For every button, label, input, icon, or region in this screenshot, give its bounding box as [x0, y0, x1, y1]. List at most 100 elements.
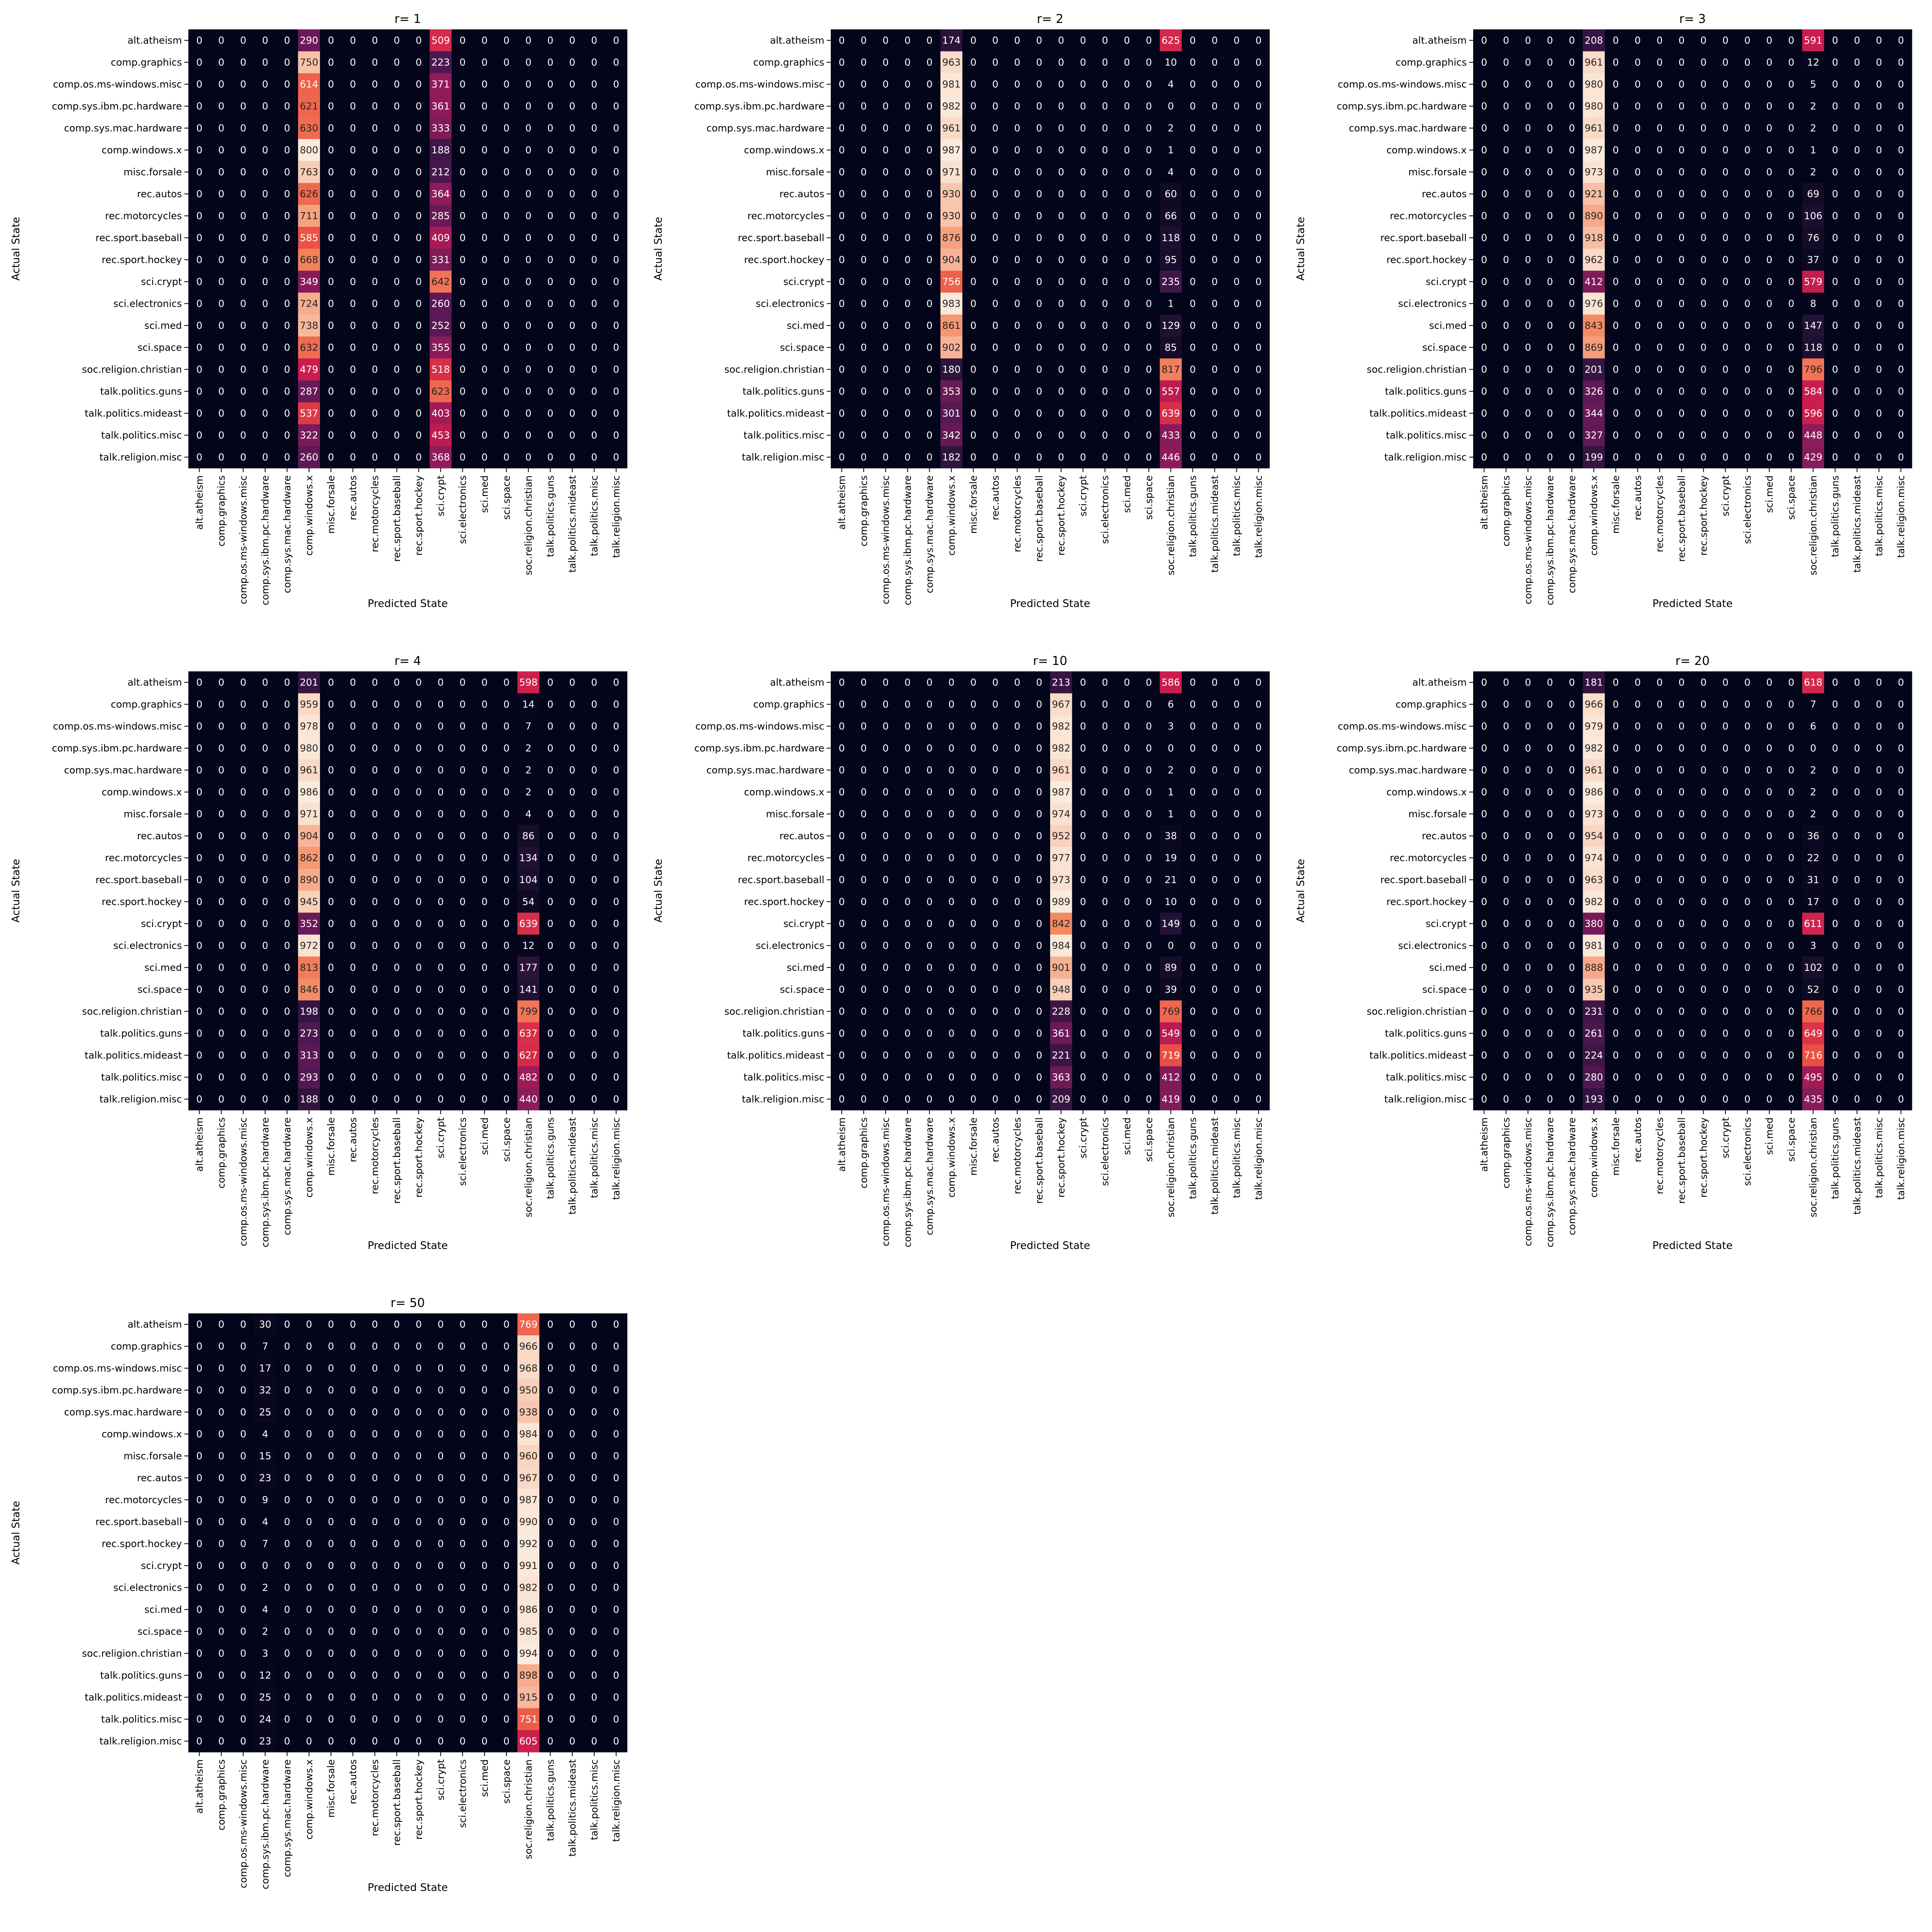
cell-label: 982 [1585, 896, 1603, 907]
y-tick-label: rec.sport.baseball [738, 874, 824, 886]
cell-label: 0 [416, 1094, 422, 1105]
heatmap-cell [583, 95, 606, 118]
cell-label: 0 [1635, 940, 1641, 951]
x-tick-label: comp.sys.ibm.pc.hardware [1544, 475, 1556, 605]
cell-label: 0 [1255, 1050, 1261, 1061]
cell-label: 0 [992, 699, 998, 710]
cell-label: 0 [970, 276, 976, 287]
cell-label: 0 [504, 210, 510, 221]
heatmap-cell [561, 139, 584, 161]
cell-label: 0 [1635, 830, 1641, 842]
cell-label: 0 [861, 699, 867, 710]
cell-label: 2 [1168, 764, 1174, 776]
cell-label: 0 [1744, 699, 1750, 710]
cell-label: 0 [1234, 254, 1240, 265]
cell-label: 0 [350, 166, 356, 178]
cell-label: 0 [416, 830, 422, 842]
y-tick-label: sci.crypt [783, 918, 824, 929]
cell-label: 0 [1080, 232, 1086, 244]
cell-label: 756 [942, 276, 961, 287]
cell-label: 0 [1876, 808, 1882, 819]
x-tick-label: rec.sport.baseball [1676, 475, 1687, 562]
cell-label: 973 [1052, 874, 1070, 886]
cell-label: 0 [416, 166, 422, 178]
cell-label: 0 [1898, 786, 1904, 798]
cell-label: 0 [284, 429, 290, 441]
cell-label: 0 [1124, 743, 1130, 754]
cell-label: 0 [218, 188, 224, 200]
cell-label: 0 [591, 786, 597, 798]
cell-label: 0 [1613, 210, 1619, 221]
cell-label: 0 [839, 386, 845, 397]
cell-label: 0 [1657, 918, 1663, 929]
cell-label: 0 [1255, 166, 1261, 178]
cell-label: 0 [1234, 918, 1240, 929]
cell-label: 1 [1168, 808, 1174, 819]
heatmap-cell [561, 227, 584, 249]
cell-label: 0 [1722, 896, 1728, 907]
cell-label: 0 [460, 408, 466, 419]
cell-label: 0 [591, 743, 597, 754]
cell-label: 0 [1102, 210, 1108, 221]
cell-label: 0 [525, 452, 531, 463]
cell-label: 0 [1635, 122, 1641, 134]
cell-label: 0 [569, 452, 575, 463]
cell-label: 0 [1481, 232, 1487, 244]
cell-label: 0 [1255, 699, 1261, 710]
cell-label: 0 [1080, 874, 1086, 886]
cell-label: 0 [927, 962, 933, 973]
cell-label: 980 [1585, 101, 1603, 112]
cell-label: 0 [1146, 166, 1152, 178]
cell-label: 0 [613, 101, 619, 112]
cell-label: 0 [394, 962, 400, 973]
cell-label: 0 [839, 320, 845, 331]
x-tick-label: comp.sys.ibm.pc.hardware [902, 475, 913, 605]
cell-label: 0 [1635, 232, 1641, 244]
cell-label: 0 [839, 940, 845, 951]
cell-label: 0 [218, 122, 224, 134]
cell-label: 0 [1503, 364, 1509, 375]
cell-label: 4 [1168, 166, 1174, 178]
cell-label: 0 [1678, 188, 1684, 200]
cell-label: 890 [1585, 210, 1603, 221]
cell-label: 0 [1525, 743, 1531, 754]
cell-label: 0 [1058, 452, 1064, 463]
cell-label: 0 [1657, 386, 1663, 397]
cell-label: 959 [300, 699, 318, 710]
cell-label: 0 [547, 764, 553, 776]
x-tick-label: comp.sys.ibm.pc.hardware [902, 1117, 913, 1247]
cell-label: 0 [883, 743, 889, 754]
cell-label: 0 [218, 1050, 224, 1061]
cell-label: 0 [481, 342, 487, 353]
cell-label: 0 [481, 743, 487, 754]
cell-label: 0 [613, 874, 619, 886]
cell-label: 0 [547, 232, 553, 244]
heatmap-cell [605, 95, 627, 118]
cell-label: 0 [1036, 276, 1042, 287]
cell-label: 0 [1525, 342, 1531, 353]
cell-label: 0 [970, 320, 976, 331]
cell-label: 0 [394, 78, 400, 90]
cell-label: 0 [927, 699, 933, 710]
cell-label: 0 [1876, 918, 1882, 929]
cell-label: 0 [1876, 896, 1882, 907]
cell-label: 0 [481, 677, 487, 688]
cell-label: 0 [591, 429, 597, 441]
heatmap-cell [188, 227, 211, 249]
heatmap-cell [276, 73, 299, 96]
x-tick-label: comp.sys.ibm.pc.hardware [260, 1117, 271, 1247]
cell-label: 0 [613, 429, 619, 441]
cell-label: 0 [1102, 320, 1108, 331]
cell-label: 0 [1569, 364, 1575, 375]
cell-label: 0 [262, 786, 268, 798]
cell-label: 0 [372, 720, 378, 732]
cell-label: 0 [350, 1071, 356, 1083]
cell-label: 102 [1804, 962, 1823, 973]
cell-label: 0 [1525, 101, 1531, 112]
cell-label: 0 [883, 342, 889, 353]
cell-label: 0 [240, 1094, 246, 1105]
cell-label: 904 [942, 254, 961, 265]
cell-label: 0 [1190, 786, 1196, 798]
cell-label: 0 [1102, 1050, 1108, 1061]
cell-label: 0 [328, 720, 334, 732]
